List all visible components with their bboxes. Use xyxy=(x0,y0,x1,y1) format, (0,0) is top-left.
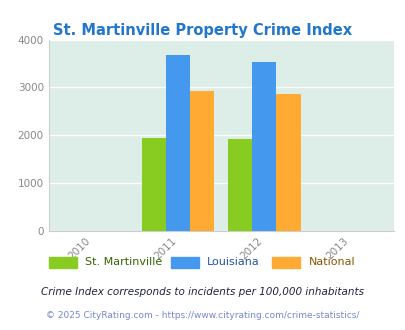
Bar xyxy=(252,62,276,231)
Bar xyxy=(228,139,252,231)
Text: National: National xyxy=(308,257,354,267)
Text: Louisiana: Louisiana xyxy=(207,257,259,267)
Bar xyxy=(166,55,190,231)
Text: St. Martinville: St. Martinville xyxy=(85,257,162,267)
Bar xyxy=(141,138,166,231)
Text: Crime Index corresponds to incidents per 100,000 inhabitants: Crime Index corresponds to incidents per… xyxy=(41,287,364,297)
Text: © 2025 CityRating.com - https://www.cityrating.com/crime-statistics/: © 2025 CityRating.com - https://www.city… xyxy=(46,311,359,320)
Text: St. Martinville Property Crime Index: St. Martinville Property Crime Index xyxy=(53,23,352,38)
Bar xyxy=(276,94,300,231)
Bar xyxy=(190,91,214,231)
